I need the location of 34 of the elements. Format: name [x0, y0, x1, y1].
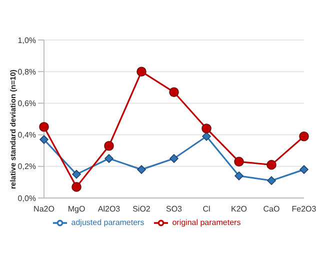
point	[170, 154, 178, 163]
point	[72, 182, 82, 192]
point	[104, 154, 114, 163]
y-tick-label: 0,4%	[18, 130, 36, 140]
y-tick-label: 0,6%	[18, 99, 36, 108]
point	[40, 135, 48, 144]
y-tick-label: 1,0%	[18, 36, 36, 45]
point	[169, 87, 179, 98]
point	[234, 156, 244, 167]
y-tick-label: 0,8%	[18, 67, 36, 76]
point	[72, 170, 81, 179]
y-tick-label: 0,2%	[18, 162, 36, 172]
x-tick-label: Na2O	[34, 204, 54, 214]
point	[137, 165, 146, 174]
legend-label: original parameters	[172, 218, 241, 228]
point	[39, 122, 49, 132]
point	[234, 171, 244, 180]
y-tick-label: 0,0%	[18, 194, 36, 203]
point	[300, 165, 308, 174]
x-tick-label: SO3	[166, 204, 183, 214]
point	[266, 160, 276, 170]
x-tick-label: MgO	[68, 204, 86, 214]
x-tick-label: K2O	[230, 204, 248, 214]
point	[299, 131, 309, 142]
x-tick-label: Al2O3	[98, 204, 121, 214]
x-tick-label: SiO2	[132, 204, 151, 214]
x-tick-label: Cl	[202, 204, 210, 214]
point	[104, 140, 114, 151]
point	[202, 124, 212, 134]
point	[267, 176, 276, 186]
x-tick-label: Fe2O3	[292, 204, 317, 214]
x-tick-label: CaO	[263, 204, 280, 214]
legend-label: adjusted parameters	[71, 218, 144, 228]
point	[136, 66, 146, 76]
